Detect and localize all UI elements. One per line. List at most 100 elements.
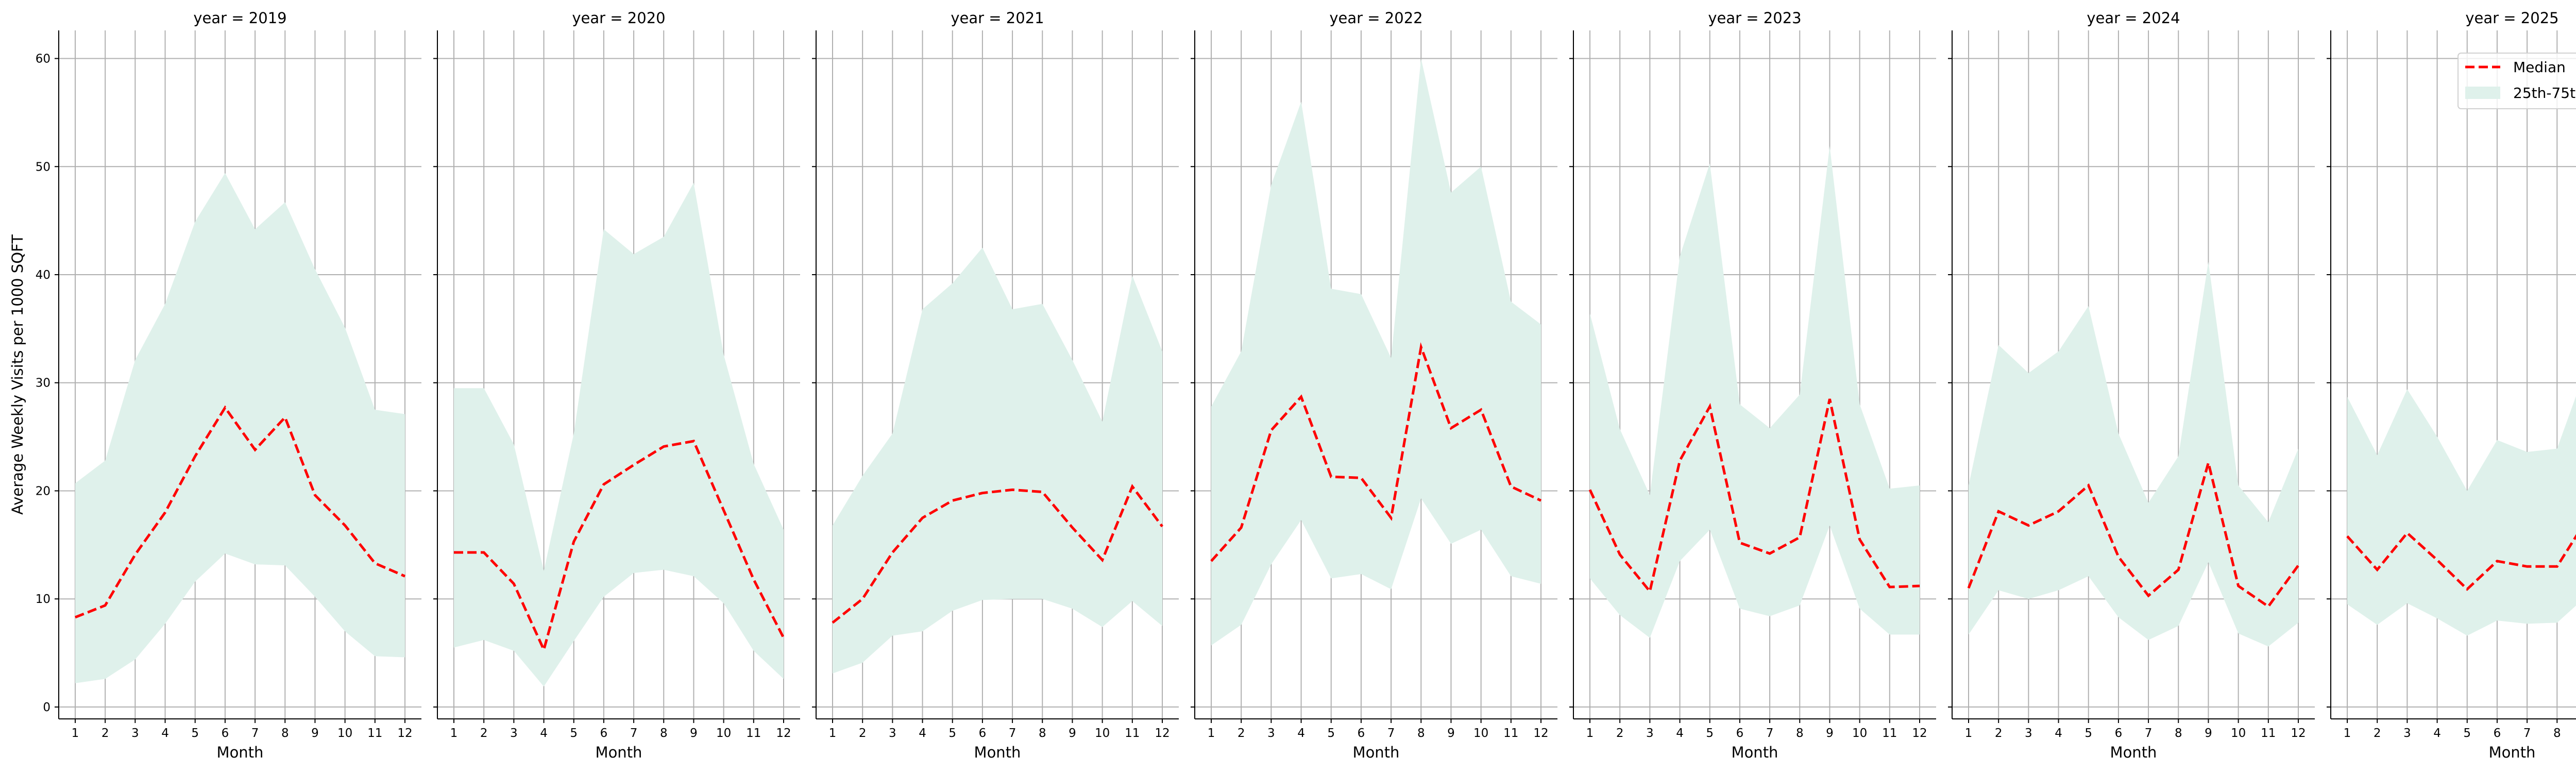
x-tick-label: 2 xyxy=(1995,727,2003,740)
median-line xyxy=(1210,342,1542,562)
x-tick-label: 8 xyxy=(660,727,668,740)
x-tick-label: 5 xyxy=(191,727,199,740)
x-tick-label: 3 xyxy=(889,727,896,740)
y-tick-label: 10 xyxy=(36,593,50,606)
x-tick-label: 1 xyxy=(1965,727,1973,740)
x-tick-label: 3 xyxy=(2403,727,2411,740)
panel-title: year = 2024 xyxy=(2087,9,2180,27)
x-tick-label: 10 xyxy=(2231,727,2246,740)
x-tick-label: 12 xyxy=(1533,727,1548,740)
x-axis-label: Month xyxy=(2489,744,2536,761)
x-tick-label: 6 xyxy=(1358,727,1365,740)
panel-title: year = 2025 xyxy=(2465,9,2558,27)
x-tick-label: 7 xyxy=(2145,727,2153,740)
median-line xyxy=(1967,458,2300,609)
x-tick-label: 10 xyxy=(1473,727,1488,740)
x-tick-label: 9 xyxy=(1447,727,1455,740)
panel-title: year = 2019 xyxy=(193,9,286,27)
x-tick-label: 12 xyxy=(776,727,791,740)
percentile-band xyxy=(454,182,784,687)
x-tick-label: 10 xyxy=(1095,727,1110,740)
x-tick-label: 5 xyxy=(1706,727,1714,740)
y-axis-label: Average Weekly Visits per 1000 SQFT xyxy=(9,234,26,515)
legend-median-label: Median xyxy=(2513,59,2566,76)
legend: Median 25th-75th Percentile xyxy=(2458,53,2576,109)
x-tick-label: 3 xyxy=(1646,727,1654,740)
x-tick-label: 4 xyxy=(1676,727,1684,740)
y-tick-label: 40 xyxy=(36,268,50,282)
x-tick-label: 12 xyxy=(1912,727,1927,740)
x-tick-label: 1 xyxy=(829,727,837,740)
x-tick-label: 1 xyxy=(2344,727,2351,740)
x-tick-label: 6 xyxy=(979,727,987,740)
x-tick-label: 6 xyxy=(222,727,229,740)
x-axis-label: Month xyxy=(217,744,264,761)
percentile-band xyxy=(2347,389,2576,636)
y-tick-label: 60 xyxy=(36,53,50,66)
x-tick-label: 2 xyxy=(2374,727,2381,740)
x-tick-label: 12 xyxy=(397,727,412,740)
x-tick-label: 9 xyxy=(690,727,698,740)
x-axis-label: Month xyxy=(1732,744,1778,761)
panel-title: year = 2023 xyxy=(1708,9,1801,27)
panel-title: year = 2021 xyxy=(951,9,1044,27)
x-tick-label: 5 xyxy=(1327,727,1335,740)
median-line xyxy=(2346,531,2576,591)
x-tick-label: 12 xyxy=(2291,727,2306,740)
x-tick-label: 7 xyxy=(2523,727,2531,740)
median-line xyxy=(75,405,405,619)
x-tick-label: 1 xyxy=(1208,727,1215,740)
x-tick-label: 4 xyxy=(2055,727,2062,740)
x-tick-label: 11 xyxy=(1125,727,1140,740)
x-tick-label: 6 xyxy=(1736,727,1744,740)
x-axis-label: Month xyxy=(1353,744,1400,761)
x-tick-label: 5 xyxy=(570,727,578,740)
legend-band-label: 25th-75th Percentile xyxy=(2513,85,2576,102)
x-tick-label: 5 xyxy=(2084,727,2092,740)
x-tick-label: 7 xyxy=(1009,727,1016,740)
x-tick-label: 4 xyxy=(1297,727,1305,740)
median-line xyxy=(1588,398,1920,595)
x-tick-label: 9 xyxy=(2205,727,2212,740)
x-tick-label: 11 xyxy=(1503,727,1518,740)
x-tick-label: 9 xyxy=(1826,727,1834,740)
x-tick-label: 3 xyxy=(131,727,139,740)
x-tick-label: 5 xyxy=(948,727,956,740)
x-tick-label: 2 xyxy=(859,727,867,740)
x-tick-label: 7 xyxy=(1766,727,1774,740)
x-tick-label: 3 xyxy=(510,727,518,740)
x-tick-label: 2 xyxy=(480,727,488,740)
x-tick-label: 3 xyxy=(1267,727,1275,740)
percentile-band xyxy=(833,247,1162,674)
median-line xyxy=(832,484,1164,624)
x-tick-label: 8 xyxy=(2175,727,2182,740)
percentile-band xyxy=(1211,58,1541,646)
legend-band-swatch xyxy=(2465,87,2500,99)
x-tick-label: 8 xyxy=(1796,727,1804,740)
x-tick-label: 11 xyxy=(2261,727,2276,740)
x-tick-label: 1 xyxy=(72,727,79,740)
x-tick-label: 6 xyxy=(2115,727,2123,740)
x-tick-label: 8 xyxy=(281,727,289,740)
x-tick-label: 2 xyxy=(101,727,109,740)
x-axis-label: Month xyxy=(974,744,1021,761)
x-tick-label: 8 xyxy=(1039,727,1046,740)
x-axis-label: Month xyxy=(596,744,642,761)
x-tick-label: 11 xyxy=(367,727,382,740)
panel-title: year = 2022 xyxy=(1329,9,1422,27)
x-tick-label: 1 xyxy=(450,727,458,740)
x-tick-label: 4 xyxy=(919,727,926,740)
percentile-band xyxy=(1969,261,2298,647)
x-tick-label: 1 xyxy=(1586,727,1594,740)
x-axis-label: Month xyxy=(2110,744,2157,761)
x-tick-label: 2 xyxy=(1616,727,1624,740)
x-tick-label: 7 xyxy=(251,727,259,740)
y-tick-label: 50 xyxy=(36,160,50,174)
